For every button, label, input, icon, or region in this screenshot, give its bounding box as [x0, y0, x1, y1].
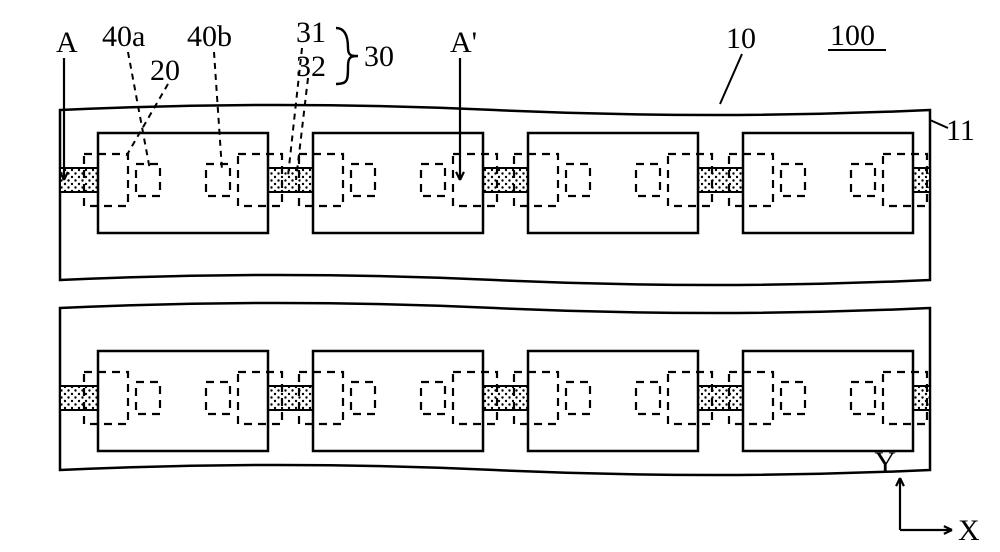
label-Aprime: A'	[450, 26, 477, 59]
label-axis-Y: Y	[874, 446, 896, 479]
leader-10	[720, 54, 742, 104]
label-A: A	[56, 26, 78, 59]
label-30: 30	[364, 40, 394, 73]
label-40a: 40a	[102, 20, 145, 53]
strip-mask	[528, 385, 698, 411]
strip-mask	[313, 385, 483, 411]
label-20: 20	[150, 54, 180, 87]
strip-mask	[743, 385, 913, 411]
strip-mask	[313, 167, 483, 193]
strip-mask	[528, 167, 698, 193]
strip-mask	[98, 385, 268, 411]
label-10: 10	[726, 22, 756, 55]
label-100: 100	[830, 19, 875, 52]
label-31: 31	[296, 16, 326, 49]
strip-mask	[98, 167, 268, 193]
label-axis-X: X	[958, 514, 980, 547]
strip-mask	[743, 167, 913, 193]
label-11: 11	[946, 114, 975, 147]
bracket-30	[336, 28, 358, 84]
label-40b: 40b	[187, 20, 232, 53]
label-32: 32	[296, 50, 326, 83]
